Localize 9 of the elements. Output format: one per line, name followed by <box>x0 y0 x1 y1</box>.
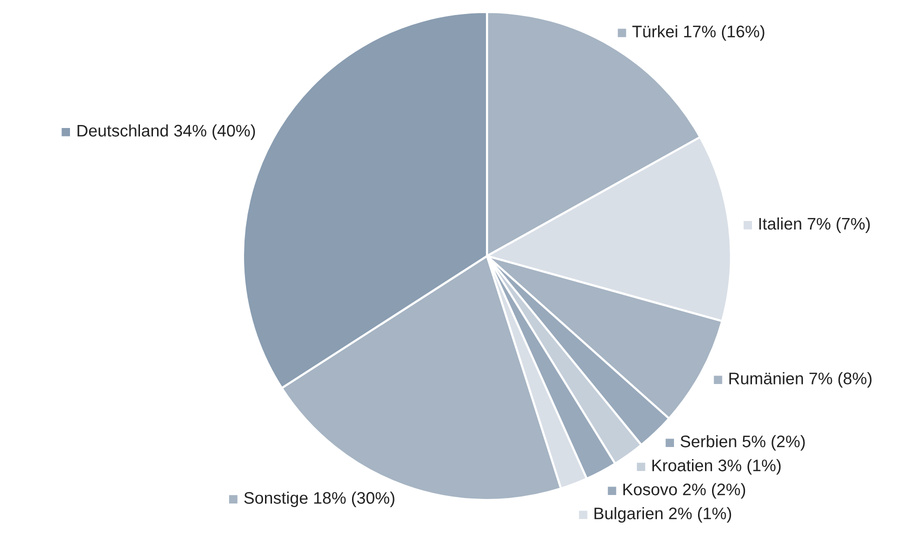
legend-label: Kosovo 2% (2%) <box>623 483 746 499</box>
legend-label: Rumänien 7% (8%) <box>729 372 872 388</box>
legend-label: Bulgarien 2% (1%) <box>594 507 732 523</box>
legend-label: Kroatien 3% (1%) <box>652 459 781 475</box>
legend-label: Türkei 17% (16%) <box>632 25 764 41</box>
legend-label: Deutschland 34% (40%) <box>78 124 255 140</box>
legend-label: Sonstige 18% (30%) <box>244 492 394 508</box>
legend-label: Serbien 5% (2%) <box>680 435 805 451</box>
legend-label: Italien 7% (7%) <box>759 217 870 233</box>
